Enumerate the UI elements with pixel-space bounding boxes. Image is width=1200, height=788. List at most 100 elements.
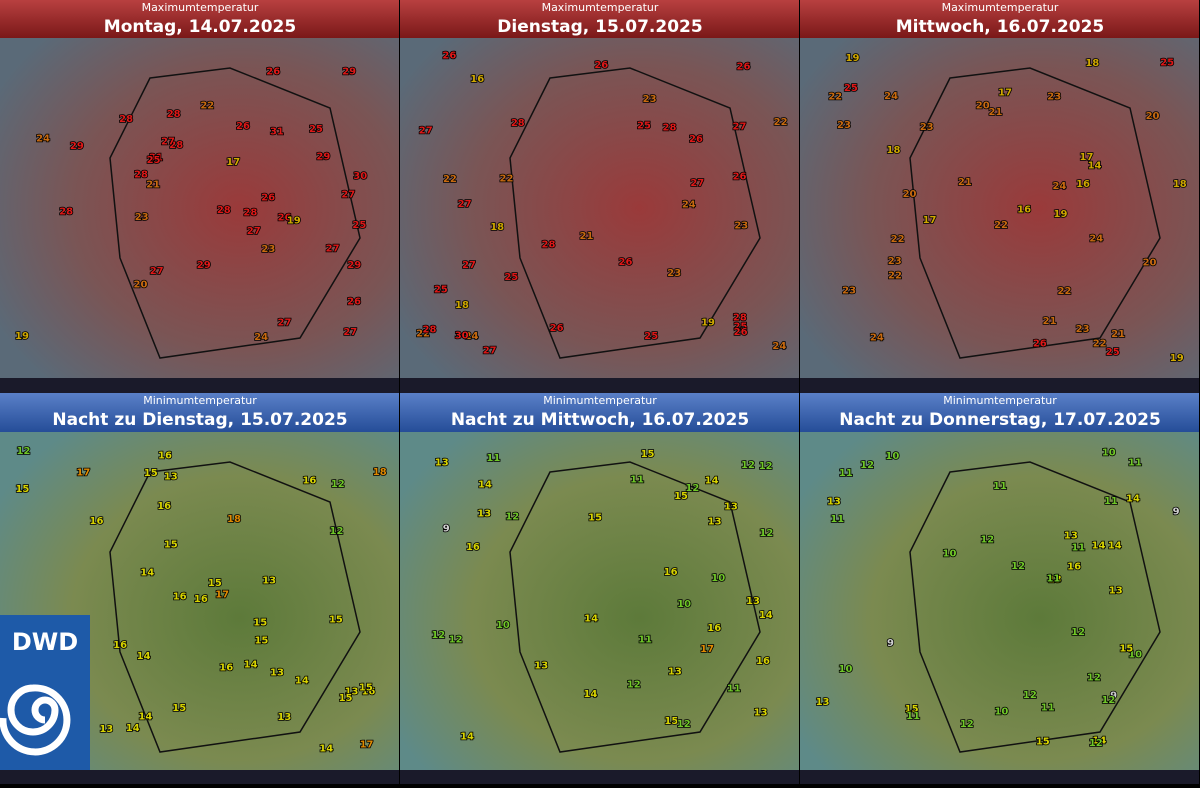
- border: [509, 461, 761, 753]
- map: [400, 432, 799, 770]
- station-value: 27: [326, 244, 340, 255]
- station-value: 28: [169, 140, 183, 151]
- station-value: 23: [920, 122, 934, 133]
- station-value: 15: [359, 682, 373, 693]
- station-value: 16: [158, 451, 172, 462]
- station-value: 16: [470, 74, 484, 85]
- station-value: 23: [888, 256, 902, 267]
- station-value: 26: [278, 212, 292, 223]
- station-value: 27: [247, 226, 261, 237]
- station-value: 19: [287, 216, 301, 227]
- station-value: 26: [689, 134, 703, 145]
- station-value: 24: [1089, 233, 1103, 244]
- station-value: 10: [885, 451, 899, 462]
- station-value: 31: [149, 152, 163, 163]
- station-value: 22: [774, 117, 788, 128]
- station-value: 27: [278, 318, 292, 329]
- station-value: 23: [643, 94, 657, 105]
- station-value: 22: [416, 328, 430, 339]
- station-value: 9: [887, 638, 894, 649]
- station-value: 13: [708, 517, 722, 528]
- station-value: 13: [277, 712, 291, 723]
- station-value: 22: [500, 173, 514, 184]
- station-value: 24: [884, 91, 898, 102]
- station-value: 26: [594, 60, 608, 71]
- station-value: 15: [588, 513, 602, 524]
- station-value: 11: [638, 635, 652, 646]
- station-value: 10: [711, 573, 725, 584]
- station-value: 17: [76, 468, 90, 479]
- station-value: 16: [194, 594, 208, 605]
- panel-date: Nacht zu Donnerstag, 17.07.2025: [839, 410, 1161, 430]
- station-value: 11: [1041, 703, 1055, 714]
- panel-date: Nacht zu Dienstag, 15.07.2025: [52, 410, 347, 430]
- station-value: 22: [994, 220, 1008, 231]
- station-value: 21: [989, 107, 1003, 118]
- station-value: 12: [759, 528, 773, 539]
- station-value: 24: [254, 332, 268, 343]
- station-value: 12: [1101, 695, 1115, 706]
- station-value: 9: [443, 523, 450, 534]
- station-value: 27: [483, 345, 497, 356]
- station-value: 12: [1087, 672, 1101, 683]
- map-footer: [800, 770, 1199, 784]
- station-value: 23: [261, 244, 275, 255]
- station-value: 13: [262, 576, 276, 587]
- station-value: 29: [347, 260, 361, 271]
- station-value: 11: [906, 711, 920, 722]
- logo-swirl: [0, 684, 71, 756]
- station-value: 15: [641, 449, 655, 460]
- station-value: 17: [1080, 152, 1094, 163]
- station-value: 26: [736, 61, 750, 72]
- station-value: 14: [460, 731, 474, 742]
- station-value: 11: [993, 481, 1007, 492]
- station-value: 21: [580, 231, 594, 242]
- border: [509, 67, 761, 359]
- station-value: 16: [1076, 179, 1090, 190]
- station-value: 28: [167, 109, 181, 120]
- station-value: 26: [1033, 338, 1047, 349]
- station-value: 28: [59, 206, 73, 217]
- station-value: 28: [423, 325, 437, 336]
- station-value: 27: [341, 190, 355, 201]
- panel-kind: Maximumtemperatur: [142, 1, 259, 14]
- station-value: 13: [754, 708, 768, 719]
- panel-header: [0, 0, 399, 38]
- map-footer: [0, 378, 399, 393]
- station-value: 15: [254, 636, 268, 647]
- station-value: 14: [126, 723, 140, 734]
- station-value: 26: [442, 50, 456, 61]
- station-value: 15: [664, 716, 678, 727]
- station-value: 26: [734, 327, 748, 338]
- station-value: 24: [465, 331, 479, 342]
- station-value: 25: [733, 322, 747, 333]
- station-value: 13: [827, 496, 841, 507]
- station-value: 16: [466, 542, 480, 553]
- station-value: 11: [1046, 574, 1060, 585]
- station-value: 26: [266, 66, 280, 77]
- station-value: 12: [685, 483, 699, 494]
- station-value: 10: [839, 664, 853, 675]
- station-value: 14: [1092, 540, 1106, 551]
- station-value: 27: [690, 178, 704, 189]
- station-value: 21: [146, 179, 160, 190]
- station-value: 24: [1052, 181, 1066, 192]
- station-value: 14: [137, 651, 151, 662]
- station-value: 15: [674, 491, 688, 502]
- station-value: 12: [1011, 561, 1025, 572]
- panel-kind: Minimumtemperatur: [143, 394, 257, 407]
- station-value: 23: [734, 220, 748, 231]
- station-value: 26: [733, 171, 747, 182]
- station-value: 31: [270, 127, 284, 138]
- map: [800, 38, 1199, 378]
- border: [909, 67, 1161, 359]
- station-value: 14: [583, 689, 597, 700]
- station-value: 12: [980, 535, 994, 546]
- station-value: 12: [505, 512, 519, 523]
- station-value: 26: [261, 193, 275, 204]
- station-value: 18: [887, 145, 901, 156]
- station-value: 13: [270, 668, 284, 679]
- station-value: 15: [1119, 644, 1133, 655]
- station-value: 19: [1054, 209, 1068, 220]
- station-value: 20: [903, 189, 917, 200]
